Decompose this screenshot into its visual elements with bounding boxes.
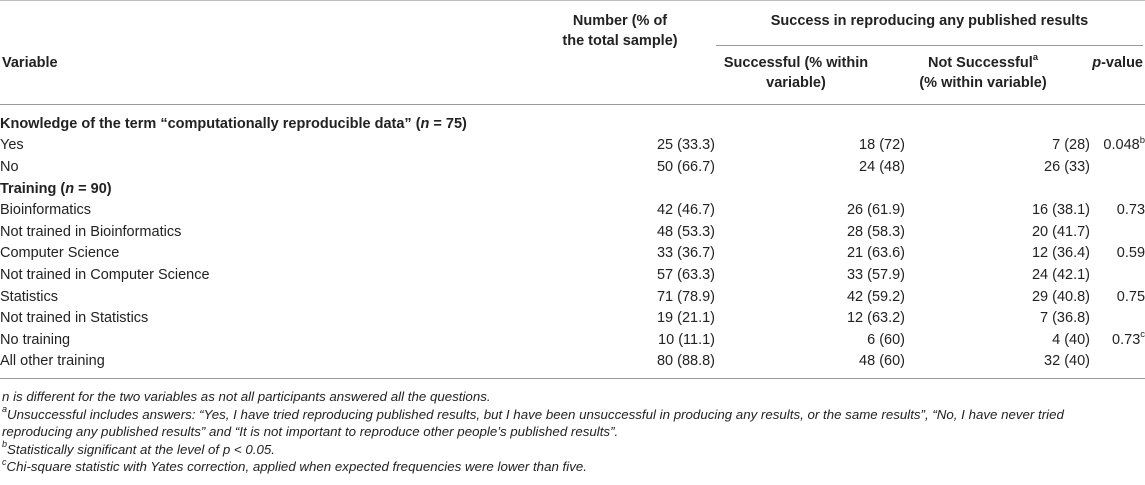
cell-p-value: 0.75 xyxy=(1116,288,1145,305)
cell-not-successful: 4 (40) xyxy=(1052,331,1090,348)
row-label: No training xyxy=(0,331,71,348)
table-row: Statistics 71 (78.9) 42 (59.2) 29 (40.8)… xyxy=(0,286,1145,308)
cell-not-successful: 7 (28) xyxy=(1052,137,1090,154)
cell-p-value xyxy=(1090,307,1145,329)
table-row: Not trained in Statistics 19 (21.1) 12 (… xyxy=(0,307,1145,329)
data-table: Knowledge of the term “computationally r… xyxy=(0,113,1145,372)
row-label: Yes xyxy=(0,137,24,154)
cell-successful: 12 (63.2) xyxy=(846,310,905,327)
section-header-knowledge: Knowledge of the term “computationally r… xyxy=(0,115,467,132)
cell-successful: 6 (60) xyxy=(867,331,905,348)
row-label: Not trained in Computer Science xyxy=(0,266,210,283)
cell-successful: 48 (60) xyxy=(859,353,905,370)
cell-p-value: 0.59 xyxy=(1116,245,1145,262)
cell-number: 50 (66.7) xyxy=(656,158,715,175)
cell-number: 33 (36.7) xyxy=(656,245,715,262)
cell-not-successful: 26 (33) xyxy=(1044,158,1090,175)
header-number-line2: the total sample) xyxy=(562,33,678,49)
cell-not-successful: 12 (36.4) xyxy=(1031,245,1090,262)
cell-not-successful: 32 (40) xyxy=(1044,353,1090,370)
table-bottom-rule xyxy=(0,378,1145,379)
header-successful-line1: Successful (% within xyxy=(723,55,869,71)
table-row: Bioinformatics 42 (46.7) 26 (61.9) 16 (3… xyxy=(0,199,1145,221)
table-row: All other training 80 (88.8) 48 (60) 32 … xyxy=(0,351,1145,373)
cell-number: 48 (53.3) xyxy=(656,223,715,240)
table-row: Computer Science 33 (36.7) 21 (63.6) 12 … xyxy=(0,243,1145,265)
footnote-n: n is different for the two variables as … xyxy=(2,389,491,404)
cell-p-value: 0.73c xyxy=(1112,328,1145,348)
footnote-c: cChi-square statistic with Yates correct… xyxy=(2,456,587,475)
row-label: Bioinformatics xyxy=(0,202,92,219)
footnote-a: aUnsuccessful includes answers: “Yes, I … xyxy=(2,404,1064,422)
cell-number: 42 (46.7) xyxy=(656,202,715,219)
cell-not-successful: 24 (42.1) xyxy=(1031,266,1090,283)
cell-successful: 26 (61.9) xyxy=(846,202,905,219)
cell-p-value xyxy=(1090,351,1145,373)
table-row: No training 10 (11.1) 6 (60) 4 (40) 0.73… xyxy=(0,329,1145,351)
cell-successful: 24 (48) xyxy=(859,158,905,175)
cell-not-successful: 16 (38.1) xyxy=(1031,202,1090,219)
row-label: Not trained in Statistics xyxy=(0,310,149,327)
table-row: No 50 (66.7) 24 (48) 26 (33) xyxy=(0,156,1145,178)
cell-successful: 18 (72) xyxy=(859,137,905,154)
section-header-training: Training (n = 90) xyxy=(0,180,112,197)
header-successful: Successful (% within variable) xyxy=(706,53,886,93)
row-label: All other training xyxy=(0,353,105,370)
cell-number: 80 (88.8) xyxy=(656,353,715,370)
header-not-successful: Not Successfula (% within variable) xyxy=(898,53,1068,93)
cell-successful: 42 (59.2) xyxy=(846,288,905,305)
cell-number: 57 (63.3) xyxy=(656,266,715,283)
header-number: Number (% of the total sample) xyxy=(540,11,700,51)
header-not-successful-line2: (% within variable) xyxy=(919,75,1047,91)
cell-number: 71 (78.9) xyxy=(656,288,715,305)
footnote-marker-a: a xyxy=(1032,52,1039,64)
cell-not-successful: 29 (40.8) xyxy=(1031,288,1090,305)
table-top-rule xyxy=(0,0,1145,1)
footnote-b: bStatistically significant at the level … xyxy=(2,439,275,457)
table-row: Not trained in Bioinformatics 48 (53.3) … xyxy=(0,221,1145,243)
table-row: Yes 25 (33.3) 18 (72) 7 (28) 0.048b xyxy=(0,135,1145,157)
cell-p-value xyxy=(1090,264,1145,286)
row-label: Not trained in Bioinformatics xyxy=(0,223,182,240)
header-variable: Variable xyxy=(2,55,58,71)
cell-number: 19 (21.1) xyxy=(656,310,715,327)
cell-successful: 21 (63.6) xyxy=(846,245,905,262)
cell-p-value: 0.048b xyxy=(1103,134,1145,154)
header-bottom-rule xyxy=(0,104,1145,105)
header-not-successful-line1: Not Successfula xyxy=(927,52,1039,71)
row-label: Statistics xyxy=(0,288,59,305)
cell-not-successful: 7 (36.8) xyxy=(1040,310,1090,327)
cell-p-value xyxy=(1090,221,1145,243)
cell-number: 10 (11.1) xyxy=(658,331,715,348)
cell-p-value xyxy=(1090,156,1145,178)
footnote-marker-b: b xyxy=(1139,134,1145,146)
header-group-underline xyxy=(716,45,1143,46)
header-number-line1: Number (% of xyxy=(572,13,668,29)
cell-number: 25 (33.3) xyxy=(656,137,715,154)
cell-successful: 33 (57.9) xyxy=(846,266,905,283)
cell-not-successful: 20 (41.7) xyxy=(1031,223,1090,240)
header-p-value: p-value xyxy=(1092,55,1143,71)
table-row: Not trained in Computer Science 57 (63.3… xyxy=(0,264,1145,286)
row-label: No xyxy=(0,158,19,175)
footnote-a-continued: reproducing any published results” and “… xyxy=(2,424,619,440)
cell-p-value: 0.73 xyxy=(1116,202,1145,219)
header-success-group: Success in reproducing any published res… xyxy=(770,13,1089,29)
row-label: Computer Science xyxy=(0,245,120,262)
footnote-marker-c: c xyxy=(1140,328,1145,340)
cell-successful: 28 (58.3) xyxy=(846,223,905,240)
table-footnotes: n is different for the two variables as … xyxy=(2,388,1142,476)
header-successful-line2: variable) xyxy=(766,75,826,91)
